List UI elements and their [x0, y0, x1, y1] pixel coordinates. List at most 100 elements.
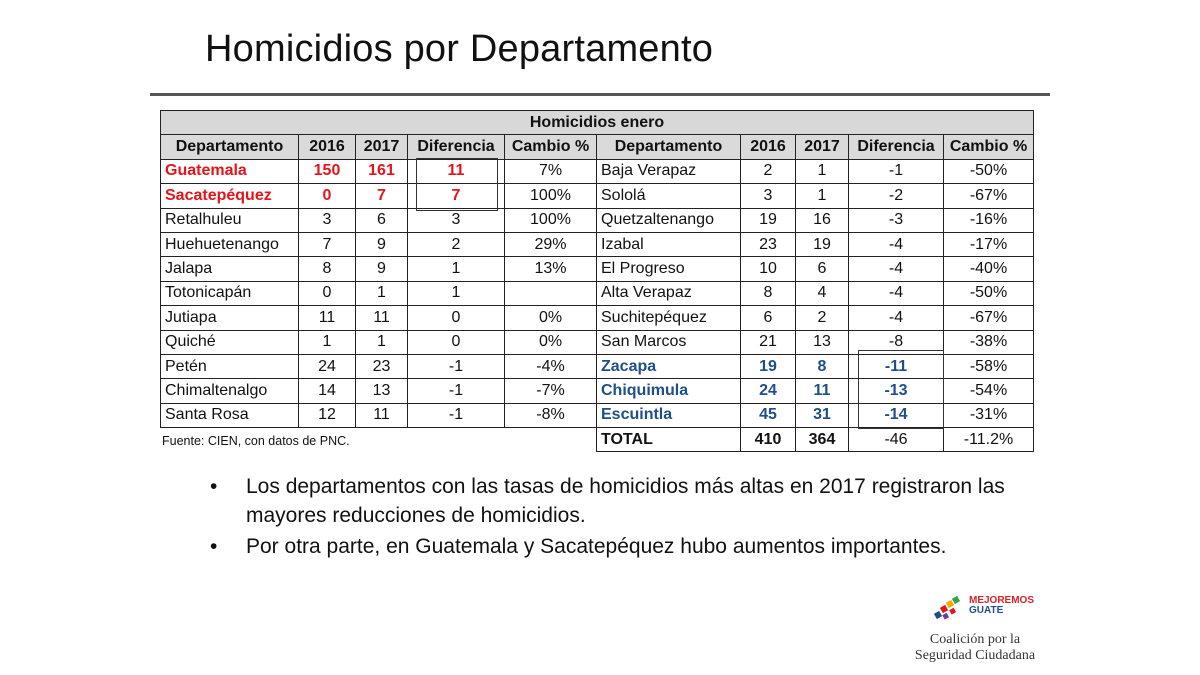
- cell-y2016: 24: [740, 378, 796, 404]
- cell-y2017: 11: [795, 378, 849, 404]
- col-header-2016: 2016: [740, 134, 796, 160]
- cell-dept: Sacatepéquez: [160, 183, 299, 209]
- cell-y2017: 6: [355, 207, 408, 233]
- cell-dept: Santa Rosa: [160, 402, 299, 429]
- cell-y2017: 1: [355, 280, 408, 307]
- cell-diff: -1: [407, 353, 505, 380]
- cell-dept: Chimaltenalgo: [160, 378, 299, 404]
- cell-dept: Suchitepéquez: [596, 305, 741, 331]
- cell-diff: -2: [848, 183, 944, 209]
- cell-change: 100%: [504, 207, 597, 233]
- cell-diff: 0: [407, 305, 505, 331]
- cell-y2016: 2: [740, 158, 796, 185]
- cell-dept: Huehuetenango: [160, 231, 299, 258]
- col-header-cambio: Cambio %: [504, 134, 597, 160]
- table-row: Sacatepéquez 0 7 7 100% Sololá 3 1 -2 -67%: [160, 183, 1034, 209]
- cell-diff: -4: [848, 231, 944, 258]
- cell-diff: 1: [407, 280, 505, 307]
- cell-y2017: 8: [795, 353, 849, 380]
- cell-change: [504, 280, 597, 307]
- cell-y2017: 7: [355, 183, 408, 209]
- logo-brand-line1: MEJOREMOS: [969, 595, 1035, 606]
- cell-change: -50%: [943, 280, 1034, 307]
- cell-dept: Zacapa: [596, 353, 741, 380]
- cell-dept: Jutiapa: [160, 305, 299, 331]
- bullet-list: • Los departamentos con las tasas de homi…: [210, 472, 1070, 563]
- cell-change: -67%: [943, 305, 1034, 331]
- table-row: Retalhuleu 3 6 3 100% Quetzaltenango 19 16 -3 -16…: [160, 207, 1034, 233]
- col-header-diferencia: Diferencia: [407, 134, 505, 160]
- cell-change: 13%: [504, 256, 597, 282]
- cell-y2017: 9: [355, 256, 408, 282]
- cell-dept: Escuintla: [596, 402, 741, 429]
- cell-y2017: 23: [355, 353, 408, 380]
- cell-change: -17%: [943, 231, 1034, 258]
- cell-dept: Sololá: [596, 183, 741, 209]
- bullet-item: • Por otra parte, en Guatemala y Sacatepé…: [210, 532, 1070, 561]
- title-divider: [150, 93, 1050, 96]
- table-row: Huehuetenango 7 9 2 29% Izabal 23 19 -4 -17%: [160, 231, 1034, 258]
- cell-diff: -14: [848, 402, 944, 429]
- cell-y2017: 11: [355, 305, 408, 331]
- cell-change: -50%: [943, 158, 1034, 185]
- col-header-departamento: Departamento: [160, 134, 299, 160]
- bullet-icon: •: [210, 475, 218, 498]
- cell-dept: Totonicapán: [160, 280, 299, 307]
- table-main-header: Homicidios enero: [160, 109, 1034, 136]
- cell-y2017: 161: [355, 158, 408, 185]
- cell-change: -54%: [943, 378, 1034, 404]
- cell-y2016: 0: [298, 280, 356, 307]
- total-change: -11.2%: [943, 427, 1034, 453]
- mejoremos-guate-logo-icon: [933, 595, 961, 620]
- col-header-2016: 2016: [298, 134, 356, 160]
- cell-dept: Chiquimula: [596, 378, 741, 404]
- cell-y2017: 2: [795, 305, 849, 331]
- cell-dept: Guatemala: [160, 158, 299, 185]
- cell-y2016: 8: [740, 280, 796, 307]
- cell-diff: -1: [407, 378, 505, 404]
- cell-y2017: 6: [795, 256, 849, 282]
- cell-y2016: 8: [298, 256, 356, 282]
- cell-diff: -4: [848, 256, 944, 282]
- cell-change: 0%: [504, 305, 597, 331]
- cell-change: -58%: [943, 353, 1034, 380]
- logo-brand-line2: GUATE: [969, 605, 1004, 616]
- table-column-headers: Departamento 2016 2017 Diferencia Cambio…: [160, 134, 1034, 160]
- cell-change: -8%: [504, 402, 597, 429]
- cell-y2017: 4: [795, 280, 849, 307]
- cell-y2017: 31: [795, 402, 849, 429]
- cell-change: 7%: [504, 158, 597, 185]
- cell-y2017: 16: [795, 207, 849, 233]
- cell-dept: Alta Verapaz: [596, 280, 741, 307]
- cell-change: -67%: [943, 183, 1034, 209]
- cell-diff: -11: [848, 353, 944, 380]
- col-header-2017: 2017: [355, 134, 408, 160]
- cell-change: -4%: [504, 353, 597, 380]
- cell-change: -40%: [943, 256, 1034, 282]
- table-row: Santa Rosa 12 11 -1 -8% Escuintla 45 31 -14 -31%: [160, 402, 1034, 429]
- cell-y2016: 12: [298, 402, 356, 429]
- cell-dept: Quetzaltenango: [596, 207, 741, 233]
- cell-diff: 11: [407, 158, 505, 185]
- cell-dept: Quiché: [160, 329, 299, 355]
- cell-change: -38%: [943, 329, 1034, 355]
- cell-y2016: 0: [298, 183, 356, 209]
- cell-dept: Retalhuleu: [160, 207, 299, 233]
- table-row: Petén 24 23 -1 -4% Zacapa 19 8 -11 -58%: [160, 353, 1034, 380]
- cell-diff: -1: [407, 402, 505, 429]
- cell-change: -31%: [943, 402, 1034, 429]
- empty-cell: [160, 427, 597, 452]
- cell-change: 100%: [504, 183, 597, 209]
- bullet-item: • Los departamentos con las tasas de homi…: [210, 472, 1070, 530]
- slide-title: Homicidios por Departamento: [205, 28, 714, 70]
- total-diff: -46: [848, 427, 944, 453]
- total-y2016: 410: [740, 427, 796, 453]
- homicides-table: Homicidios enero Departamento 2016 2017 …: [160, 109, 1034, 453]
- cell-y2016: 6: [740, 305, 796, 331]
- col-header-diferencia: Diferencia: [848, 134, 944, 160]
- cell-y2016: 24: [298, 353, 356, 380]
- cell-y2016: 11: [298, 305, 356, 331]
- cell-diff: -1: [848, 158, 944, 185]
- cell-y2016: 3: [298, 207, 356, 233]
- cell-y2016: 150: [298, 158, 356, 185]
